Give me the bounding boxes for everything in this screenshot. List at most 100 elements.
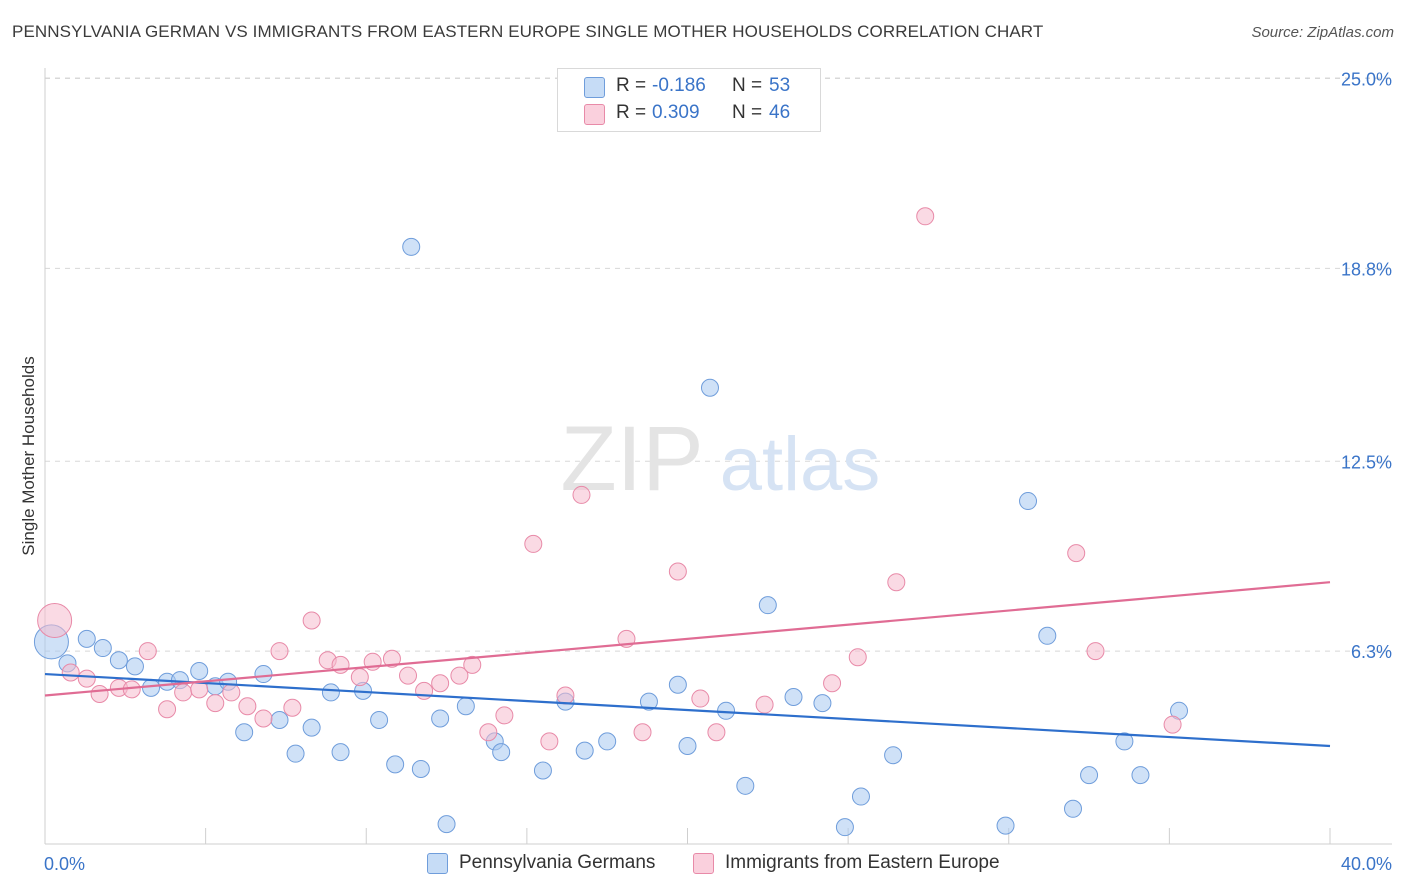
r-label: R = <box>616 75 647 96</box>
pink-data-point <box>916 207 935 226</box>
pink-data-point <box>399 666 418 685</box>
blue-data-point <box>1019 492 1038 511</box>
blue-data-point <box>370 710 389 729</box>
pink-data-point <box>540 732 559 751</box>
blue-data-point <box>437 815 456 834</box>
blue-data-point <box>456 697 475 716</box>
pink-data-point <box>206 694 225 713</box>
blue-data-point <box>386 755 405 774</box>
blue-data-point <box>1038 626 1057 645</box>
pink-data-point <box>270 642 289 661</box>
correlation-legend: R = -0.186 N = 53 R = 0.309 N = 46 <box>557 68 821 132</box>
pink-trend-line <box>44 581 1331 697</box>
blue-data-point <box>575 741 594 760</box>
pink-data-point <box>463 655 482 674</box>
chart-title: PENNSYLVANIA GERMAN VS IMMIGRANTS FROM E… <box>12 22 1044 41</box>
pink-data-point <box>1163 715 1182 734</box>
pink-data-point <box>1086 642 1105 661</box>
blue-data-point <box>77 629 96 648</box>
n-label: N = <box>732 75 763 96</box>
blue-data-point <box>598 732 617 751</box>
y-tick-label: 18.8% <box>1341 259 1392 279</box>
blue-swatch <box>427 853 448 874</box>
source-label: Source: ZipAtlas.com <box>1251 24 1394 41</box>
blue-trend-line <box>44 672 1331 748</box>
x-tick-label-min: 0.0% <box>44 854 85 874</box>
blue-swatch <box>584 77 605 98</box>
blue-data-point <box>736 776 755 795</box>
blue-data-point <box>302 718 321 737</box>
blue-data-point <box>1131 766 1150 785</box>
blue-data-point <box>331 743 350 762</box>
r-value-blue: -0.186 <box>652 75 706 96</box>
blue-data-point <box>996 816 1015 835</box>
blue-data-point <box>1080 766 1099 785</box>
blue-data-point <box>492 743 511 762</box>
pink-data-point <box>524 534 543 553</box>
blue-data-point <box>639 692 658 711</box>
y-tick-label: 12.5% <box>1341 452 1392 472</box>
pink-data-point <box>37 602 73 638</box>
data-points <box>33 207 1189 837</box>
blue-data-point <box>700 378 719 397</box>
blue-data-point <box>884 746 903 765</box>
pink-data-point <box>848 648 867 667</box>
y-axis-label: Single Mother Households <box>19 356 38 555</box>
r-value-pink: 0.309 <box>652 102 700 123</box>
blue-data-point <box>678 737 697 756</box>
blue-data-point <box>190 661 209 680</box>
pink-data-point <box>382 649 401 668</box>
gridlines <box>45 77 1392 652</box>
blue-data-point <box>813 694 832 713</box>
tick-labels: 6.3% 12.5% 18.8% 25.0% 0.0% 40.0% <box>44 70 1392 875</box>
pink-data-point <box>556 686 575 705</box>
x-tick-label-max: 40.0% <box>1341 854 1392 874</box>
blue-data-point <box>431 709 450 728</box>
pink-swatch <box>584 104 605 125</box>
blue-data-point <box>411 759 430 778</box>
blue-data-point <box>668 675 687 694</box>
blue-data-point <box>784 688 803 707</box>
pink-data-point <box>495 706 514 725</box>
pink-data-point <box>90 684 109 703</box>
r-label: R = <box>616 102 647 123</box>
pink-data-point <box>668 562 687 581</box>
blue-data-point <box>125 657 144 676</box>
blue-data-point <box>1115 732 1134 751</box>
blue-data-point <box>758 596 777 615</box>
y-tick-label: 6.3% <box>1351 642 1392 662</box>
pink-data-point <box>431 674 450 693</box>
blue-data-point <box>321 683 340 702</box>
pink-swatch <box>693 853 714 874</box>
pink-data-point <box>254 709 273 728</box>
axes <box>44 68 1392 845</box>
pink-data-point <box>238 697 257 716</box>
pink-data-point <box>61 663 80 682</box>
pink-data-point <box>138 642 157 661</box>
pink-data-point <box>572 485 591 504</box>
blue-data-point <box>270 710 289 729</box>
pink-data-point <box>823 674 842 693</box>
pink-data-point <box>174 683 193 702</box>
blue-data-point <box>533 761 552 780</box>
blue-data-point <box>835 818 854 837</box>
blue-data-point <box>1064 799 1082 818</box>
blue-data-point <box>235 723 254 742</box>
n-value-blue: 53 <box>769 75 791 96</box>
watermark: ZIP atlas <box>560 408 880 510</box>
blue-data-point <box>402 237 421 256</box>
pink-data-point <box>158 700 177 719</box>
pink-data-point <box>222 683 241 702</box>
pink-data-point <box>707 723 726 742</box>
y-tick-label: 25.0% <box>1341 70 1392 90</box>
pink-data-point <box>450 666 469 685</box>
pink-data-point <box>283 698 302 717</box>
pink-data-point <box>755 695 774 714</box>
n-value-pink: 46 <box>769 102 791 123</box>
n-label: N = <box>732 102 763 123</box>
pink-data-point <box>302 611 321 630</box>
blue-data-point <box>109 651 128 670</box>
blue-data-point <box>286 744 305 763</box>
blue-data-point <box>851 787 870 806</box>
